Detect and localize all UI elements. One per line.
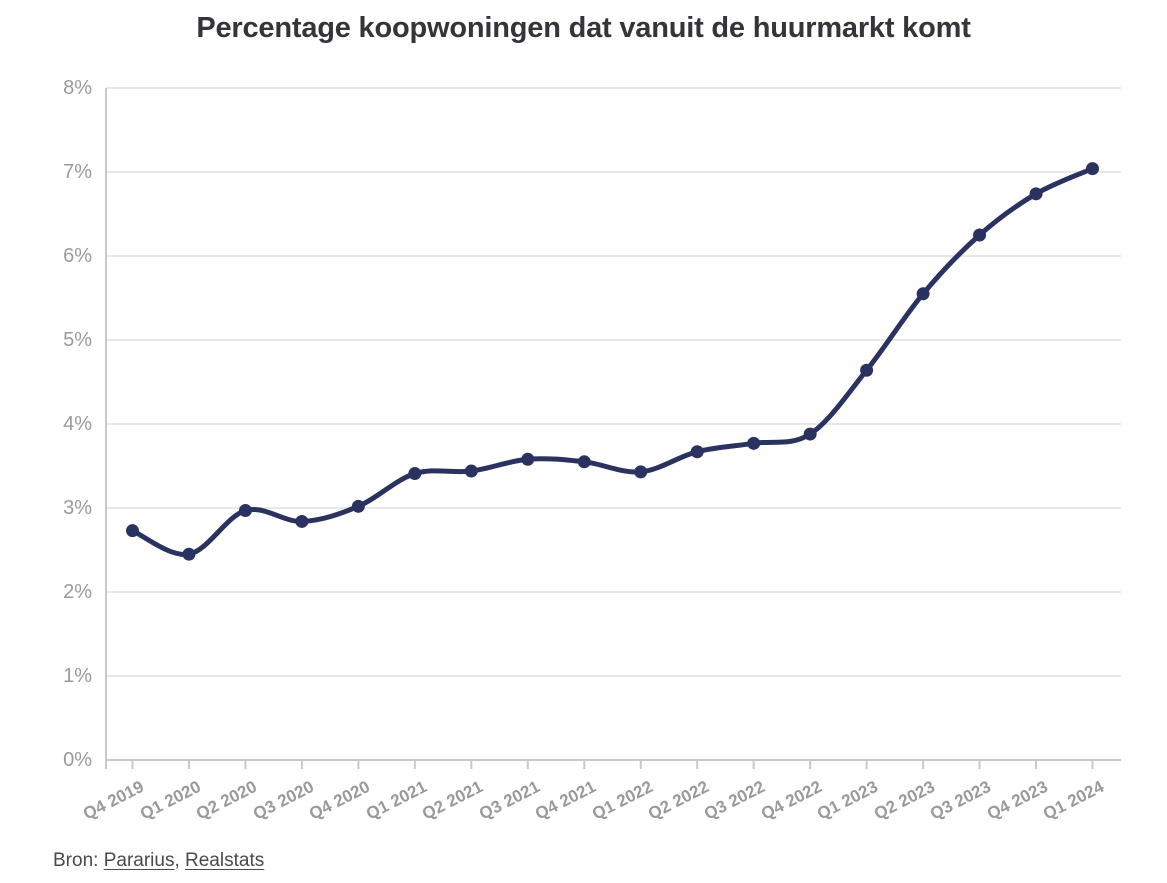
- data-point[interactable]: [238, 504, 252, 518]
- data-point[interactable]: [634, 465, 648, 479]
- data-point[interactable]: [916, 287, 930, 301]
- data-point[interactable]: [126, 524, 139, 538]
- data-point[interactable]: [1086, 162, 1099, 176]
- data-point[interactable]: [182, 547, 196, 561]
- series-line: [130, 166, 1095, 557]
- y-tick-label: 3%: [63, 497, 92, 519]
- y-tick-label: 5%: [63, 329, 92, 351]
- chart-title: Percentage koopwoningen dat vanuit de hu…: [196, 12, 971, 44]
- data-point[interactable]: [464, 464, 478, 478]
- source-prefix: Bron:: [53, 850, 104, 871]
- y-tick-label: 7%: [63, 161, 92, 183]
- data-point[interactable]: [408, 467, 422, 481]
- source-link-realstats[interactable]: Realstats: [185, 850, 265, 871]
- data-point[interactable]: [521, 452, 535, 466]
- data-point[interactable]: [860, 363, 874, 377]
- y-tick-label: 6%: [63, 245, 92, 267]
- data-point[interactable]: [1029, 187, 1043, 201]
- data-point[interactable]: [803, 427, 817, 441]
- data-point[interactable]: [973, 228, 987, 242]
- data-point[interactable]: [351, 499, 365, 513]
- y-tick-label: 8%: [63, 77, 92, 99]
- source-line: Bron: Pararius, Realstats: [53, 849, 264, 873]
- y-tick-label: 4%: [63, 413, 92, 435]
- y-tick-label: 2%: [63, 581, 92, 603]
- y-tick-label: 1%: [63, 665, 92, 687]
- data-point[interactable]: [690, 445, 704, 459]
- y-tick-label: 0%: [63, 749, 92, 771]
- data-point[interactable]: [295, 514, 309, 528]
- data-point[interactable]: [747, 436, 761, 450]
- data-point[interactable]: [577, 455, 591, 469]
- source-link-pararius[interactable]: Pararius: [103, 850, 175, 871]
- source-separator: ,: [174, 850, 186, 871]
